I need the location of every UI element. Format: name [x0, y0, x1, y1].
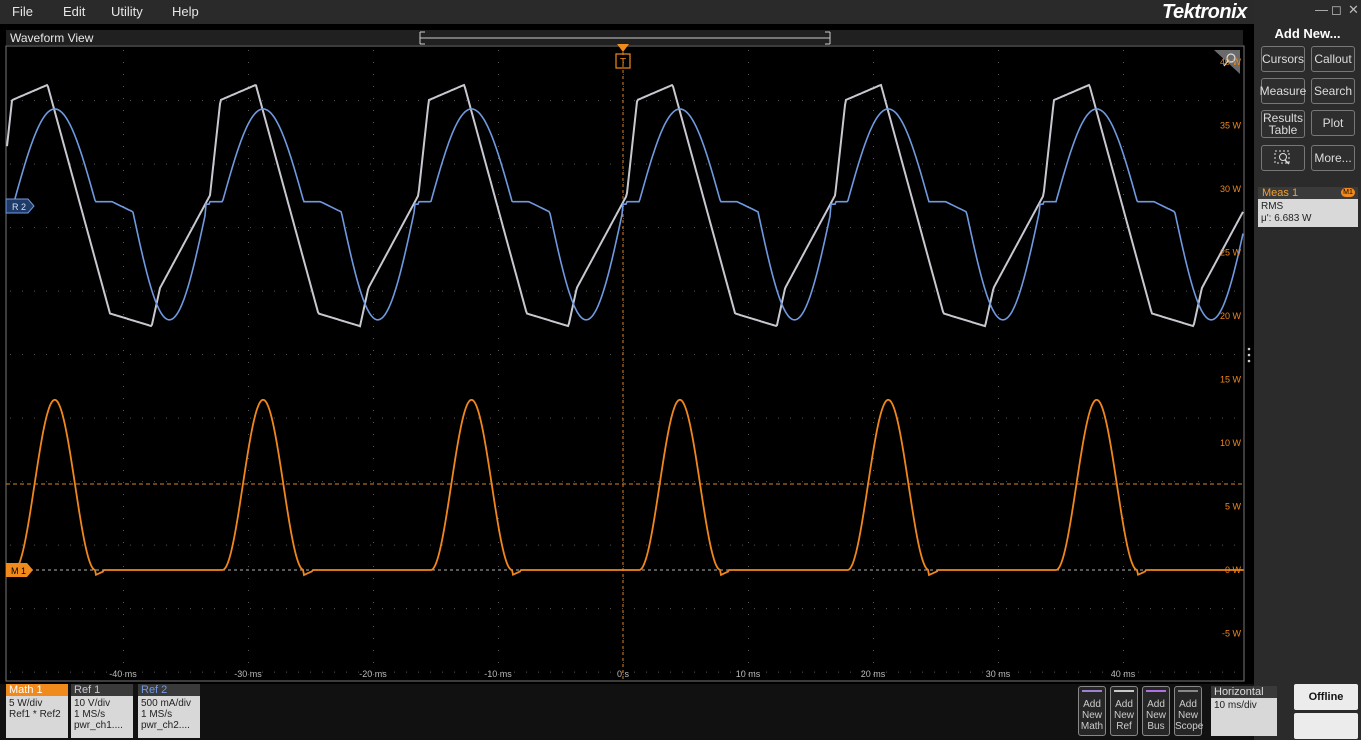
callout-button[interactable]: Callout	[1311, 46, 1355, 72]
power-tick-label: 25 W	[1220, 248, 1242, 258]
plot-button[interactable]: Plot	[1311, 110, 1355, 136]
zoom-icon	[1274, 150, 1290, 165]
menu-edit[interactable]: Edit	[63, 4, 86, 19]
ref2-handle-label: R 2	[12, 202, 26, 212]
power-tick-label: 5 W	[1225, 502, 1242, 512]
power-tick-label: 10 W	[1220, 438, 1242, 448]
ref2-handle[interactable]: R 2	[5, 198, 35, 214]
math1-badge-title: Math 1	[6, 684, 68, 696]
ref-stripe	[1114, 690, 1134, 692]
close-icon[interactable]: ✕	[1348, 2, 1359, 17]
graticule-frame	[5, 45, 1245, 682]
bus-stripe	[1146, 690, 1166, 692]
math1-handle-label: M 1	[11, 566, 26, 576]
time-tick-label: 10 ms	[736, 669, 761, 679]
brand-logo: Tektronix	[1162, 1, 1247, 23]
power-tick-label: 30 W	[1220, 184, 1242, 194]
more-button[interactable]: More...	[1311, 145, 1355, 171]
minimize-icon[interactable]: —	[1315, 2, 1328, 17]
add-new-ref-label: Add New Ref	[1113, 699, 1134, 732]
meas1-name: RMS	[1261, 201, 1284, 212]
add-new-ref-button[interactable]: Add New Ref	[1110, 686, 1138, 736]
meas1-title: Meas 1	[1262, 187, 1299, 199]
math1-badge[interactable]: Math 1 5 W/div Ref1 * Ref2	[6, 684, 68, 738]
ref1-file: pwr_ch1....	[74, 720, 123, 731]
ref1-badge-title: Ref 1	[71, 684, 133, 696]
meas1-badge[interactable]: Meas 1 M1 RMS μ': 6.683 W	[1258, 187, 1358, 227]
horizontal-title: Horizontal	[1211, 686, 1277, 698]
trigger-marker-icon[interactable]	[615, 53, 631, 69]
add-new-scope-label: Add New Scope	[1175, 699, 1204, 732]
ref2-file: pwr_ch2....	[141, 720, 190, 731]
time-tick-label: 40 ms	[1111, 669, 1136, 679]
math-stripe	[1082, 690, 1102, 692]
power-tick-label: 35 W	[1220, 121, 1242, 131]
time-tick-label: 30 ms	[986, 669, 1011, 679]
waveform-view[interactable]: T R 2 M 1 -40 ms -30 ms -20 ms -10 ms 0 s 10 …	[0, 0, 1254, 684]
add-new-math-label: Add New Math	[1080, 699, 1104, 732]
time-tick-label: -20 ms	[359, 669, 387, 679]
power-axis-labels: 40 W 35 W 30 W 25 W 20 W 15 W 10 W 5 W 0 W -5 W	[1220, 57, 1242, 639]
cursors-button[interactable]: Cursors	[1261, 46, 1305, 72]
ref2-badge[interactable]: Ref 2 500 mA/div 1 MS/s pwr_ch2....	[138, 684, 200, 738]
waveform-view-title: Waveform View	[10, 31, 94, 45]
ref1-waveform	[6, 83, 1244, 328]
menu-utility[interactable]: Utility	[111, 4, 143, 19]
offline-button[interactable]: Offline	[1294, 684, 1358, 710]
horizontal-badge[interactable]: Horizontal 10 ms/div	[1211, 686, 1277, 736]
scope-stripe	[1178, 690, 1198, 692]
ref1-badge[interactable]: Ref 1 10 V/div 1 MS/s pwr_ch1....	[71, 684, 133, 738]
search-button[interactable]: Search	[1311, 78, 1355, 104]
menu-help[interactable]: Help	[172, 4, 199, 19]
math1-waveform	[7, 398, 1243, 577]
ref2-scale: 500 mA/div	[141, 698, 192, 709]
power-tick-label: 20 W	[1220, 311, 1242, 321]
time-axis-labels: -40 ms -30 ms -20 ms -10 ms 0 s 10 ms 20 ms 30 …	[109, 669, 1136, 679]
settings-bar	[0, 684, 1254, 740]
time-tick-label: 0 s	[617, 669, 630, 679]
trigger-marker-label: T	[620, 57, 626, 68]
horizontal-scale: 10 ms/div	[1214, 700, 1257, 711]
ref1-badge-body: 10 V/div 1 MS/s pwr_ch1....	[71, 696, 133, 738]
menu-file[interactable]: File	[12, 4, 33, 19]
ref2-badge-body: 500 mA/div 1 MS/s pwr_ch2....	[138, 696, 200, 738]
math1-expression: Ref1 * Ref2	[9, 709, 61, 720]
power-tick-label: 0 W	[1225, 565, 1242, 575]
power-tick-label: -5 W	[1222, 629, 1242, 639]
meas1-value: μ': 6.683 W	[1261, 213, 1312, 224]
ref1-scale: 10 V/div	[74, 698, 111, 709]
record-view-bar[interactable]	[419, 31, 831, 45]
restore-icon[interactable]: ◻	[1331, 2, 1342, 17]
right-panel: — ◻ ✕ Add New... Cursors Callout Measure…	[1254, 0, 1361, 740]
power-tick-label: 15 W	[1220, 375, 1242, 385]
blank-button[interactable]	[1294, 713, 1358, 739]
time-tick-label: -30 ms	[234, 669, 262, 679]
ref1-sample-rate: 1 MS/s	[74, 709, 106, 720]
ref2-sample-rate: 1 MS/s	[141, 709, 173, 720]
meas1-source-tag: M1	[1341, 188, 1355, 197]
add-new-bus-label: Add New Bus	[1145, 699, 1166, 732]
measure-button[interactable]: Measure	[1260, 78, 1306, 104]
math1-handle[interactable]: M 1	[6, 563, 33, 577]
menu-bar: File Edit Utility Help Tektronix	[0, 0, 1254, 24]
zoom-corner-icon[interactable]	[1214, 50, 1240, 74]
ref2-waveform	[7, 108, 1244, 321]
add-new-bus-button[interactable]: Add New Bus	[1142, 686, 1170, 736]
ref2-badge-title: Ref 2	[138, 684, 200, 696]
add-new-math-button[interactable]: Add New Math	[1078, 686, 1106, 736]
panel-resize-handle[interactable]	[1247, 347, 1251, 363]
math1-badge-body: 5 W/div Ref1 * Ref2	[6, 696, 68, 738]
time-tick-label: 20 ms	[861, 669, 886, 679]
time-tick-label: -40 ms	[109, 669, 137, 679]
power-tick-label: 40 W	[1220, 57, 1242, 67]
meas1-badge-header: Meas 1 M1	[1258, 187, 1358, 199]
trigger-position-icon[interactable]	[617, 44, 629, 52]
add-new-scope-button[interactable]: Add New Scope	[1174, 686, 1204, 736]
add-new-title: Add New...	[1274, 26, 1341, 41]
time-tick-label: -10 ms	[484, 669, 512, 679]
results-table-button[interactable]: Results Table	[1261, 110, 1305, 138]
math1-scale: 5 W/div	[9, 698, 43, 709]
zoom-button[interactable]	[1261, 145, 1305, 171]
